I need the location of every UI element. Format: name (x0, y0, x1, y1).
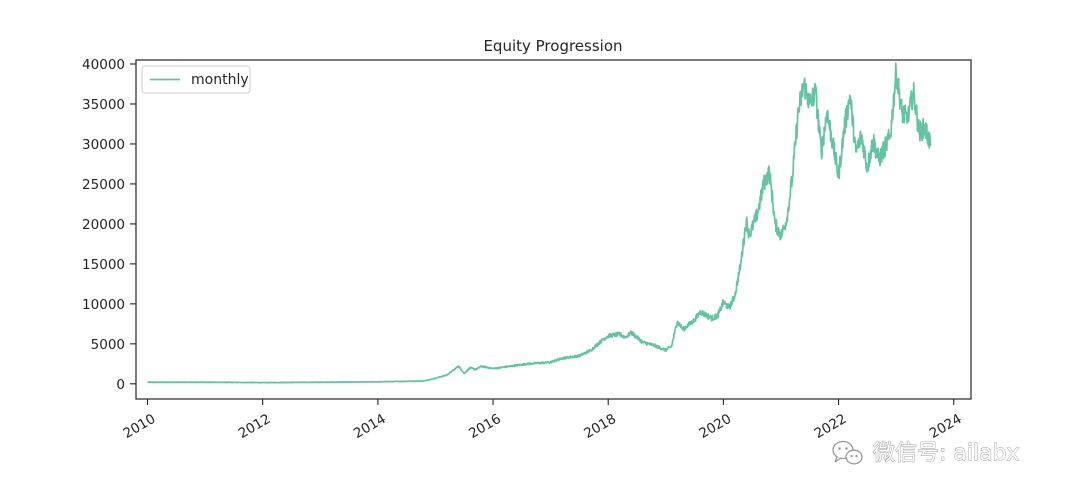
y-tick-label: 0 (116, 377, 125, 393)
chart-title: Equity Progression (483, 37, 622, 55)
y-tick-label: 35000 (82, 97, 125, 113)
legend-label-monthly: monthly (191, 72, 249, 88)
watermark-text: 微信号: ailabx (873, 441, 1020, 466)
watermark: 微信号: ailabx (832, 440, 1020, 466)
y-tick-label: 40000 (82, 57, 125, 73)
y-axis: 0 5000 10000 15000 20000 25000 30000 35000 40000 (82, 57, 136, 393)
y-tick-label: 30000 (82, 137, 125, 153)
series-line-monthly (147, 62, 932, 384)
y-tick-label: 15000 (82, 257, 125, 273)
plot-frame (135, 59, 972, 400)
y-tick-label: 25000 (82, 177, 125, 193)
y-tick-label: 5000 (91, 337, 125, 353)
legend-box (141, 65, 251, 94)
y-tick-label: 10000 (82, 297, 125, 313)
y-tick-label: 20000 (82, 217, 125, 233)
legend: monthly (141, 65, 251, 94)
wechat-icon (832, 440, 863, 465)
